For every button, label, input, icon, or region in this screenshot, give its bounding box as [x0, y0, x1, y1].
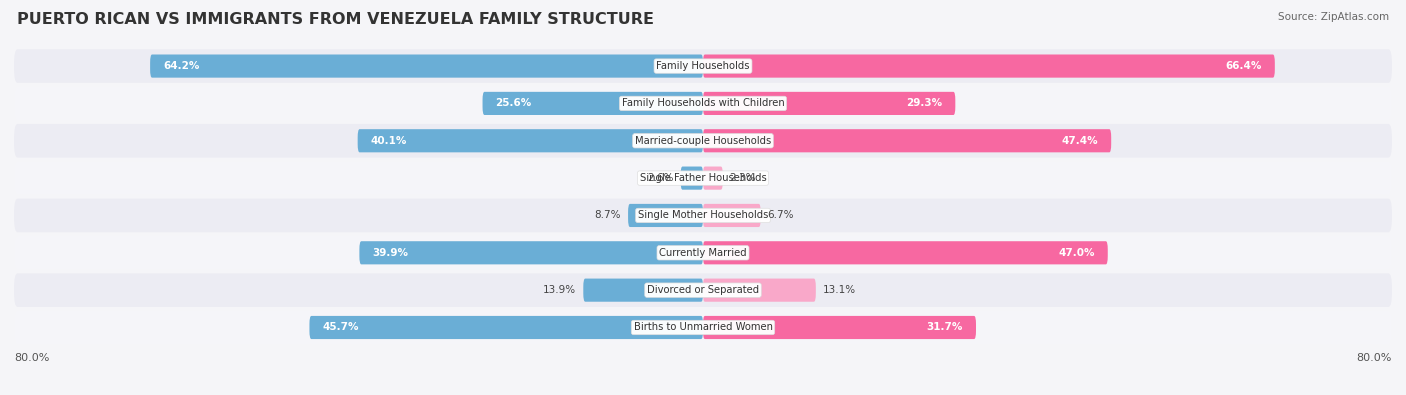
Text: 40.1%: 40.1%: [371, 136, 406, 146]
Text: 29.3%: 29.3%: [907, 98, 942, 108]
FancyBboxPatch shape: [703, 92, 955, 115]
FancyBboxPatch shape: [14, 199, 1392, 232]
FancyBboxPatch shape: [583, 278, 703, 302]
FancyBboxPatch shape: [628, 204, 703, 227]
Text: 25.6%: 25.6%: [495, 98, 531, 108]
FancyBboxPatch shape: [360, 241, 703, 264]
FancyBboxPatch shape: [14, 161, 1392, 195]
Text: Single Father Households: Single Father Households: [640, 173, 766, 183]
Text: 13.1%: 13.1%: [823, 285, 856, 295]
FancyBboxPatch shape: [703, 316, 976, 339]
Text: Family Households: Family Households: [657, 61, 749, 71]
Text: Currently Married: Currently Married: [659, 248, 747, 258]
Text: 66.4%: 66.4%: [1226, 61, 1263, 71]
Text: Married-couple Households: Married-couple Households: [636, 136, 770, 146]
FancyBboxPatch shape: [14, 124, 1392, 158]
Text: 64.2%: 64.2%: [163, 61, 200, 71]
FancyBboxPatch shape: [14, 87, 1392, 120]
FancyBboxPatch shape: [703, 167, 723, 190]
Text: 80.0%: 80.0%: [1357, 353, 1392, 363]
FancyBboxPatch shape: [150, 55, 703, 78]
Text: 39.9%: 39.9%: [373, 248, 408, 258]
Text: Source: ZipAtlas.com: Source: ZipAtlas.com: [1278, 12, 1389, 22]
FancyBboxPatch shape: [703, 278, 815, 302]
FancyBboxPatch shape: [14, 273, 1392, 307]
Text: 47.4%: 47.4%: [1062, 136, 1098, 146]
Text: 8.7%: 8.7%: [595, 211, 621, 220]
FancyBboxPatch shape: [703, 204, 761, 227]
FancyBboxPatch shape: [703, 241, 1108, 264]
Text: Divorced or Separated: Divorced or Separated: [647, 285, 759, 295]
Text: Births to Unmarried Women: Births to Unmarried Women: [634, 322, 772, 333]
FancyBboxPatch shape: [14, 49, 1392, 83]
Text: 47.0%: 47.0%: [1059, 248, 1095, 258]
Text: 31.7%: 31.7%: [927, 322, 963, 333]
FancyBboxPatch shape: [309, 316, 703, 339]
FancyBboxPatch shape: [14, 236, 1392, 270]
Text: 2.3%: 2.3%: [730, 173, 756, 183]
Text: Single Mother Households: Single Mother Households: [638, 211, 768, 220]
FancyBboxPatch shape: [703, 129, 1111, 152]
Text: 45.7%: 45.7%: [322, 322, 359, 333]
FancyBboxPatch shape: [14, 311, 1392, 344]
Text: Family Households with Children: Family Households with Children: [621, 98, 785, 108]
FancyBboxPatch shape: [482, 92, 703, 115]
Text: 80.0%: 80.0%: [14, 353, 49, 363]
FancyBboxPatch shape: [681, 167, 703, 190]
Text: 2.6%: 2.6%: [647, 173, 673, 183]
Text: 6.7%: 6.7%: [768, 211, 794, 220]
FancyBboxPatch shape: [357, 129, 703, 152]
Text: 13.9%: 13.9%: [543, 285, 576, 295]
Text: PUERTO RICAN VS IMMIGRANTS FROM VENEZUELA FAMILY STRUCTURE: PUERTO RICAN VS IMMIGRANTS FROM VENEZUEL…: [17, 12, 654, 27]
FancyBboxPatch shape: [703, 55, 1275, 78]
